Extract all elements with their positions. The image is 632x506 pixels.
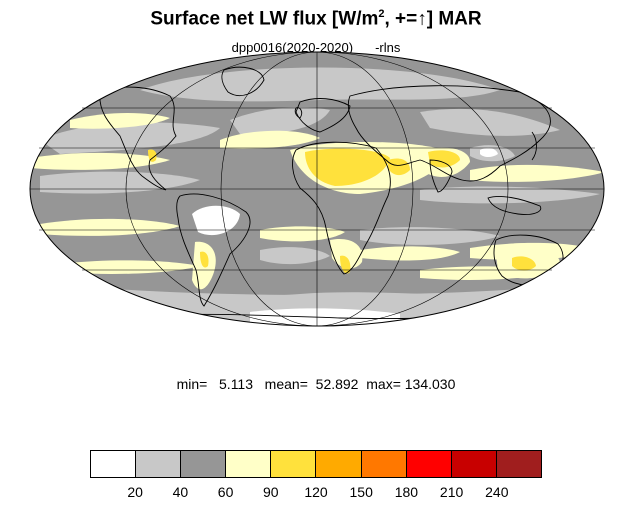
region-siberia (420, 108, 560, 136)
up-arrow-icon: ↑ (417, 8, 427, 30)
coast-japan (531, 131, 537, 161)
coast-india (429, 159, 453, 193)
region-n-atlantic-mid (220, 130, 320, 149)
region-north-pacific-pale (70, 113, 170, 129)
coast-se-asia-islands (487, 195, 542, 215)
colorbar-swatch-2 (181, 451, 227, 477)
region-tibet-high (480, 147, 498, 157)
colorbar-swatch-1 (136, 451, 182, 477)
region-kalahari-gold (340, 255, 351, 274)
colorbar (90, 450, 542, 478)
colorbar-label: 210 (439, 484, 464, 500)
region-indian-ocean (360, 227, 500, 245)
coast-new-zealand (581, 281, 588, 301)
variable-label: -rlns (375, 40, 401, 55)
region-tropical-band-sw (40, 218, 180, 236)
meridian-west-60 (220, 51, 318, 327)
colorbar-swatch-8 (451, 451, 497, 477)
region-subtropical-band-nw (30, 152, 170, 170)
region-north-pacific (40, 122, 220, 154)
map-field (30, 52, 604, 326)
graticule (30, 51, 604, 327)
colorbar-label: 150 (349, 484, 373, 500)
colorbar-swatch-5 (316, 451, 362, 477)
colorbar-swatch-0 (91, 451, 137, 477)
region-tropical-band-east (420, 186, 600, 204)
colorbar-swatch-4 (271, 451, 317, 477)
colorbar-label: 20 (127, 484, 143, 500)
coast-europe (295, 98, 351, 133)
field-statistics: min= 5.113 mean= 52.892 max= 134.030 (176, 376, 456, 392)
colorbar-label: 40 (172, 484, 189, 500)
globe-outline (29, 51, 605, 327)
colorbar-swatch-7 (406, 451, 452, 477)
region-subtropical-band-ne (470, 164, 604, 182)
colorbar-swatch-6 (361, 451, 407, 477)
colorbar-swatch-9 (496, 451, 541, 477)
region-north-atlantic (230, 107, 330, 135)
region-central-america-gold (148, 149, 157, 162)
colorbar-label: 120 (304, 484, 328, 500)
coast-north-america (99, 86, 177, 191)
region-south-indian-pale (360, 246, 460, 261)
region-india-gold (428, 150, 460, 168)
region-arabia-gold (388, 158, 410, 176)
plot-subtitle: dpp0016(2020-2020) -rlns (0, 40, 632, 55)
region-south-band-west (60, 260, 200, 274)
meridian-east-60 (316, 51, 414, 327)
colorbar-label: 90 (263, 484, 279, 500)
coast-asia (347, 85, 551, 182)
colorbar-labels: 20 40 60 90 120 150 180 210 240 (0, 484, 632, 502)
region-amazon (192, 205, 240, 236)
region-southern-africa-pale (330, 238, 363, 269)
run-label: dpp0016(2020-2020) (231, 40, 354, 55)
colorbar-label: 60 (217, 484, 234, 500)
colorbar-label: 180 (394, 484, 419, 500)
colorbar-label: 240 (485, 484, 509, 500)
meridian-east-120 (316, 51, 509, 327)
meridian-west-120 (125, 51, 318, 327)
colorbar-swatch-3 (226, 451, 272, 477)
region-sahara-gold (305, 148, 390, 186)
plot-title: Surface net LW flux [W/m2, +=↑] MAR (150, 8, 482, 30)
region-south-atlantic (260, 247, 330, 265)
coast-south-america (176, 193, 251, 307)
region-chaco-gold (200, 251, 209, 268)
region-australia-gold (512, 256, 536, 271)
